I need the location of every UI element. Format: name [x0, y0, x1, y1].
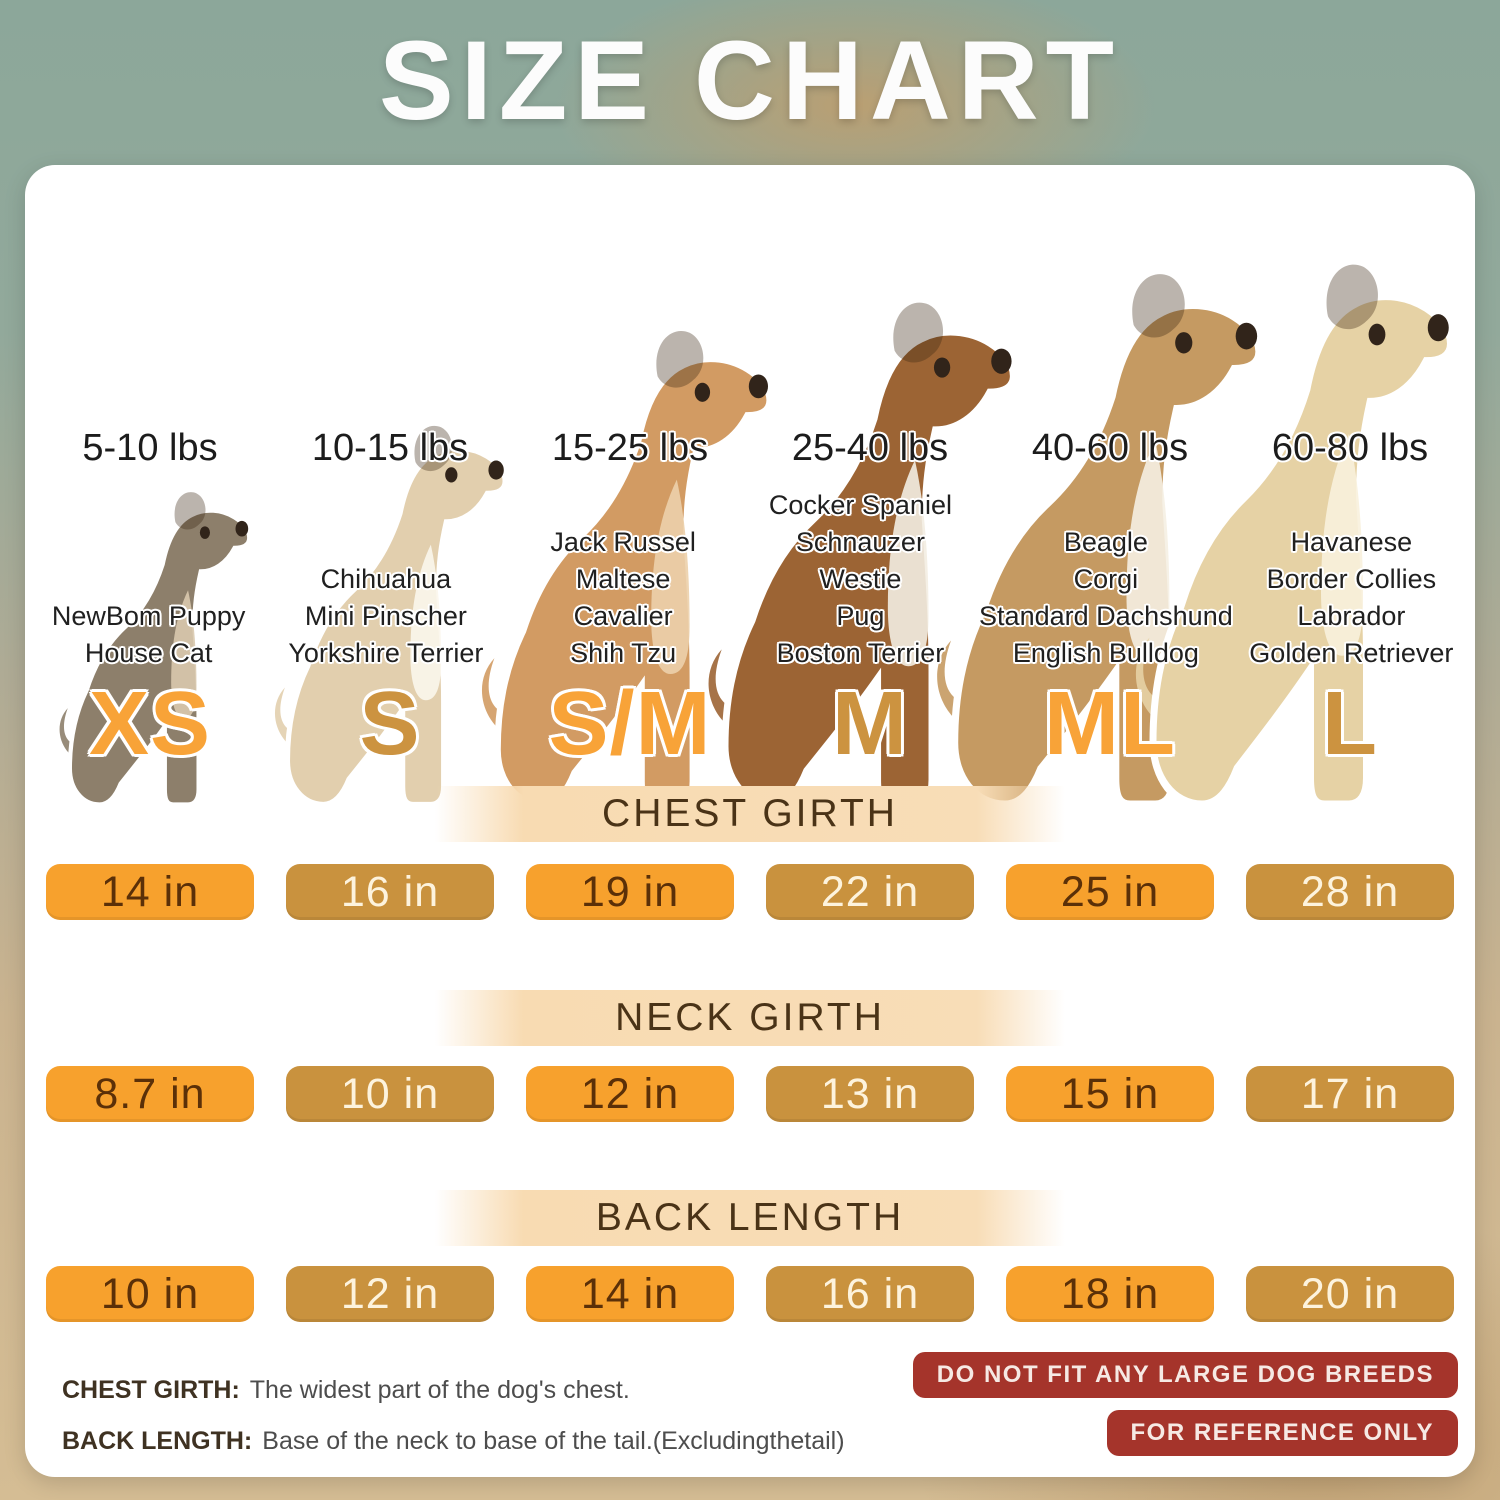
back-length-value-xs: 10 in: [45, 1266, 255, 1322]
breed: Chihuahua: [320, 564, 452, 594]
breed: Standard Dachshund: [979, 601, 1233, 631]
size-label-sm: S/M: [548, 674, 712, 774]
chest-girth-value-ml: 25 in: [1005, 864, 1215, 920]
size-label-s: S: [359, 674, 421, 774]
weight-label: 40-60 lbs: [1031, 427, 1189, 469]
breed-list-ml: Beagle Corgi Standard Dachshund English …: [979, 482, 1233, 672]
breed: Mini Pinscher: [304, 601, 467, 631]
weight-row: 5-10 lbs 10-15 lbs 15-25 lbs 25-40 lbs 4…: [30, 424, 1470, 472]
chest-girth-value-m: 22 in: [765, 864, 975, 920]
breed: Schnauzer: [795, 527, 925, 557]
chest-girth-note-label: CHEST GIRTH:: [62, 1376, 240, 1404]
neck-girth-value-m: 13 in: [765, 1066, 975, 1122]
weight-label: 5-10 lbs: [82, 427, 218, 469]
warning-badge-no-large-breeds: DO NOT FIT ANY LARGE DOG BREEDS: [912, 1352, 1458, 1398]
neck-girth-value-s: 10 in: [285, 1066, 495, 1122]
weight-label: 60-80 lbs: [1271, 427, 1429, 469]
breed: Shih Tzu: [570, 638, 677, 668]
back-length-value-m: 16 in: [765, 1266, 975, 1322]
chest-girth-value-sm: 19 in: [525, 864, 735, 920]
breed: Golden Retriever: [1249, 638, 1454, 668]
weight-label: 10-15 lbs: [311, 427, 469, 469]
back-length-note-text: Base of the neck to base of the tail.(Ex…: [262, 1427, 845, 1455]
neck-girth-value-sm: 12 in: [525, 1066, 735, 1122]
chest-girth-note-text: The widest part of the dog's chest.: [249, 1376, 630, 1404]
back-length-note: BACK LENGTH: Base of the neck to base of …: [62, 1427, 845, 1456]
chest-girth-note: CHEST GIRTH: The widest part of the dog's…: [62, 1376, 630, 1405]
size-label-m: M: [832, 674, 908, 774]
chest-girth-value-xs: 14 in: [45, 864, 255, 920]
back-length-note-label: BACK LENGTH:: [62, 1427, 253, 1455]
neck-girth-value-l: 17 in: [1245, 1066, 1455, 1122]
breed: Havanese: [1290, 527, 1413, 557]
page-title: SIZE CHART: [379, 18, 1121, 143]
size-label-ml: ML: [1044, 674, 1176, 774]
chest-girth-value-s: 16 in: [285, 864, 495, 920]
back-length-value-l: 20 in: [1245, 1266, 1455, 1322]
breed: Cocker Spaniel: [768, 490, 952, 520]
breed: Westie: [819, 564, 902, 594]
back-length-value-s: 12 in: [285, 1266, 495, 1322]
breed: Cavalier: [573, 601, 673, 631]
breed: Pug: [836, 601, 885, 631]
breed: Border Collies: [1266, 564, 1437, 594]
breed-list-l: Havanese Border Collies Labrador Golden …: [1233, 482, 1470, 672]
neck-girth-header: NECK GIRTH: [435, 990, 1065, 1046]
breed: Boston Terrier: [776, 638, 945, 668]
breed: Labrador: [1297, 601, 1406, 631]
back-length-header: BACK LENGTH: [435, 1190, 1065, 1246]
neck-girth-value-xs: 8.7 in: [45, 1066, 255, 1122]
back-length-value-ml: 18 in: [1005, 1266, 1215, 1322]
breed-list-xs: NewBom Puppy House Cat: [30, 482, 267, 672]
breed: House Cat: [84, 638, 213, 668]
weight-label: 15-25 lbs: [551, 427, 709, 469]
size-letter-row: XS S S/M M ML L: [30, 672, 1470, 776]
breed-row: NewBom Puppy House Cat Chihuahua Mini Pi…: [30, 482, 1470, 672]
size-label-xs: XS: [88, 674, 212, 774]
breed: Beagle: [1063, 527, 1148, 557]
warning-badge-reference-only: FOR REFERENCE ONLY: [1106, 1410, 1458, 1456]
neck-girth-value-ml: 15 in: [1005, 1066, 1215, 1122]
back-length-row: 10 in 12 in 14 in 16 in 18 in 20 in: [30, 1266, 1470, 1322]
size-label-l: L: [1322, 674, 1378, 774]
breed: NewBom Puppy: [51, 601, 246, 631]
neck-girth-row: 8.7 in 10 in 12 in 13 in 15 in 17 in: [30, 1066, 1470, 1122]
chest-girth-row: 14 in 16 in 19 in 22 in 25 in 28 in: [30, 864, 1470, 920]
back-length-value-sm: 14 in: [525, 1266, 735, 1322]
breed: Corgi: [1073, 564, 1139, 594]
breed-list-s: Chihuahua Mini Pinscher Yorkshire Terrie…: [267, 482, 504, 672]
breed: Jack Russel: [550, 527, 696, 557]
breed-list-m: Cocker Spaniel Schnauzer Westie Pug Bost…: [742, 482, 979, 672]
breed: English Bulldog: [1012, 638, 1199, 668]
breed: Maltese: [575, 564, 671, 594]
weight-label: 25-40 lbs: [791, 427, 949, 469]
chest-girth-value-l: 28 in: [1245, 864, 1455, 920]
breed-list-sm: Jack Russel Maltese Cavalier Shih Tzu: [505, 482, 742, 672]
breed: Yorkshire Terrier: [288, 638, 484, 668]
chest-girth-header: CHEST GIRTH: [435, 786, 1065, 842]
